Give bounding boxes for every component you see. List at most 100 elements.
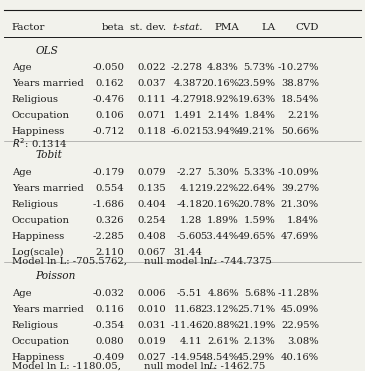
Text: Religious: Religious — [12, 200, 59, 209]
Text: Happiness: Happiness — [12, 127, 65, 136]
Text: 19.22%: 19.22% — [201, 184, 239, 193]
Text: 1.59%: 1.59% — [243, 216, 275, 225]
Text: 1.84%: 1.84% — [287, 216, 319, 225]
Text: 5.73%: 5.73% — [243, 63, 275, 72]
Text: : -1462.75: : -1462.75 — [215, 362, 266, 371]
Text: 1.89%: 1.89% — [207, 216, 239, 225]
Text: -0.712: -0.712 — [92, 127, 124, 136]
Text: 1.84%: 1.84% — [243, 111, 275, 120]
Text: PMA: PMA — [214, 23, 239, 32]
Text: 18.54%: 18.54% — [281, 95, 319, 104]
Text: 45.09%: 45.09% — [281, 305, 319, 314]
Text: Years married: Years married — [12, 184, 83, 193]
Text: 4.11: 4.11 — [180, 337, 203, 346]
Text: 45.29%: 45.29% — [237, 353, 275, 362]
Text: -5.51: -5.51 — [177, 289, 203, 298]
Text: Occupation: Occupation — [12, 216, 70, 225]
Text: 0.106: 0.106 — [96, 111, 124, 120]
Text: Happiness: Happiness — [12, 353, 65, 362]
Text: -14.95: -14.95 — [170, 353, 203, 362]
Text: 20.16%: 20.16% — [201, 79, 239, 88]
Text: LA: LA — [261, 23, 275, 32]
Text: Age: Age — [12, 63, 31, 72]
Text: 48.54%: 48.54% — [201, 353, 239, 362]
Text: 53.94%: 53.94% — [201, 127, 239, 136]
Text: 4.83%: 4.83% — [207, 63, 239, 72]
Text: -2.27: -2.27 — [177, 168, 203, 177]
Text: 4.387: 4.387 — [174, 79, 203, 88]
Text: 3.08%: 3.08% — [287, 337, 319, 346]
Text: 50.66%: 50.66% — [281, 127, 319, 136]
Text: 0.080: 0.080 — [96, 337, 124, 346]
Text: Occupation: Occupation — [12, 111, 70, 120]
Text: $R^2$: 0.1314: $R^2$: 0.1314 — [12, 136, 67, 150]
Text: null model ln: null model ln — [144, 362, 214, 371]
Text: 0.254: 0.254 — [137, 216, 166, 225]
Text: -4.279: -4.279 — [170, 95, 203, 104]
Text: 5.68%: 5.68% — [244, 289, 275, 298]
Text: 0.111: 0.111 — [137, 95, 166, 104]
Text: 0.118: 0.118 — [137, 127, 166, 136]
Text: 2.13%: 2.13% — [243, 337, 275, 346]
Text: 0.010: 0.010 — [137, 305, 166, 314]
Text: 0.031: 0.031 — [137, 321, 166, 330]
Text: 0.408: 0.408 — [137, 232, 166, 241]
Text: -4.18: -4.18 — [177, 200, 203, 209]
Text: 21.19%: 21.19% — [237, 321, 275, 330]
Text: Tobit: Tobit — [35, 151, 62, 160]
Text: Years married: Years married — [12, 305, 83, 314]
Text: 23.12%: 23.12% — [201, 305, 239, 314]
Text: 2.110: 2.110 — [95, 248, 124, 257]
Text: 23.59%: 23.59% — [237, 79, 275, 88]
Text: 2.14%: 2.14% — [207, 111, 239, 120]
Text: 20.78%: 20.78% — [237, 200, 275, 209]
Text: Years married: Years married — [12, 79, 83, 88]
Text: 0.135: 0.135 — [137, 184, 166, 193]
Text: 20.88%: 20.88% — [201, 321, 239, 330]
Text: 47.69%: 47.69% — [281, 232, 319, 241]
Text: Log(scale): Log(scale) — [12, 248, 64, 257]
Text: 0.079: 0.079 — [138, 168, 166, 177]
Text: 1.28: 1.28 — [180, 216, 203, 225]
Text: Occupation: Occupation — [12, 337, 70, 346]
Text: 0.022: 0.022 — [138, 63, 166, 72]
Text: 4.12: 4.12 — [180, 184, 203, 193]
Text: 49.65%: 49.65% — [237, 232, 275, 241]
Text: 0.006: 0.006 — [138, 289, 166, 298]
Text: -2.278: -2.278 — [170, 63, 203, 72]
Text: -0.179: -0.179 — [92, 168, 124, 177]
Text: 38.87%: 38.87% — [281, 79, 319, 88]
Text: OLS: OLS — [35, 46, 58, 56]
Text: Age: Age — [12, 168, 31, 177]
Text: Model ln L: -705.5762,: Model ln L: -705.5762, — [12, 257, 127, 266]
Text: : -744.7375: : -744.7375 — [215, 257, 272, 266]
Text: Happiness: Happiness — [12, 232, 65, 241]
Text: 49.21%: 49.21% — [237, 127, 275, 136]
Text: -0.032: -0.032 — [92, 289, 124, 298]
Text: -1.686: -1.686 — [92, 200, 124, 209]
Text: 2.61%: 2.61% — [207, 337, 239, 346]
Text: 20.16%: 20.16% — [201, 200, 239, 209]
Text: 0.027: 0.027 — [138, 353, 166, 362]
Text: -2.285: -2.285 — [92, 232, 124, 241]
Text: -5.60: -5.60 — [177, 232, 203, 241]
Text: 0.067: 0.067 — [138, 248, 166, 257]
Text: 21.30%: 21.30% — [281, 200, 319, 209]
Text: -0.050: -0.050 — [92, 63, 124, 72]
Text: t-stat.: t-stat. — [172, 23, 203, 32]
Text: 2.21%: 2.21% — [287, 111, 319, 120]
Text: CVD: CVD — [296, 23, 319, 32]
Text: 18.92%: 18.92% — [201, 95, 239, 104]
Text: 4.86%: 4.86% — [207, 289, 239, 298]
Text: Religious: Religious — [12, 95, 59, 104]
Text: Model ln L: -1180.05,: Model ln L: -1180.05, — [12, 362, 120, 371]
Text: beta: beta — [101, 23, 124, 32]
Text: -10.27%: -10.27% — [277, 63, 319, 72]
Text: Religious: Religious — [12, 321, 59, 330]
Text: 5.30%: 5.30% — [207, 168, 239, 177]
Text: 40.16%: 40.16% — [281, 353, 319, 362]
Text: 5.33%: 5.33% — [243, 168, 275, 177]
Text: st. dev.: st. dev. — [130, 23, 166, 32]
Text: 11.68: 11.68 — [174, 305, 203, 314]
Text: 22.64%: 22.64% — [237, 184, 275, 193]
